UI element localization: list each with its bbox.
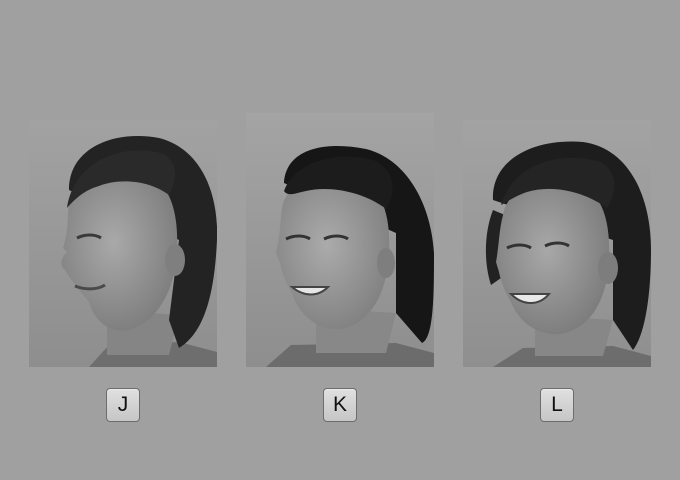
face-photo-l[interactable]	[463, 120, 651, 367]
face-profile-icon	[246, 113, 434, 367]
key-l-button[interactable]: L	[540, 388, 574, 422]
key-j-button[interactable]: J	[106, 388, 140, 422]
face-profile-icon	[29, 120, 217, 367]
face-photo-j[interactable]	[29, 120, 217, 367]
key-k-button[interactable]: K	[323, 388, 357, 422]
face-profile-icon	[463, 120, 651, 367]
face-photo-k[interactable]	[246, 113, 434, 367]
